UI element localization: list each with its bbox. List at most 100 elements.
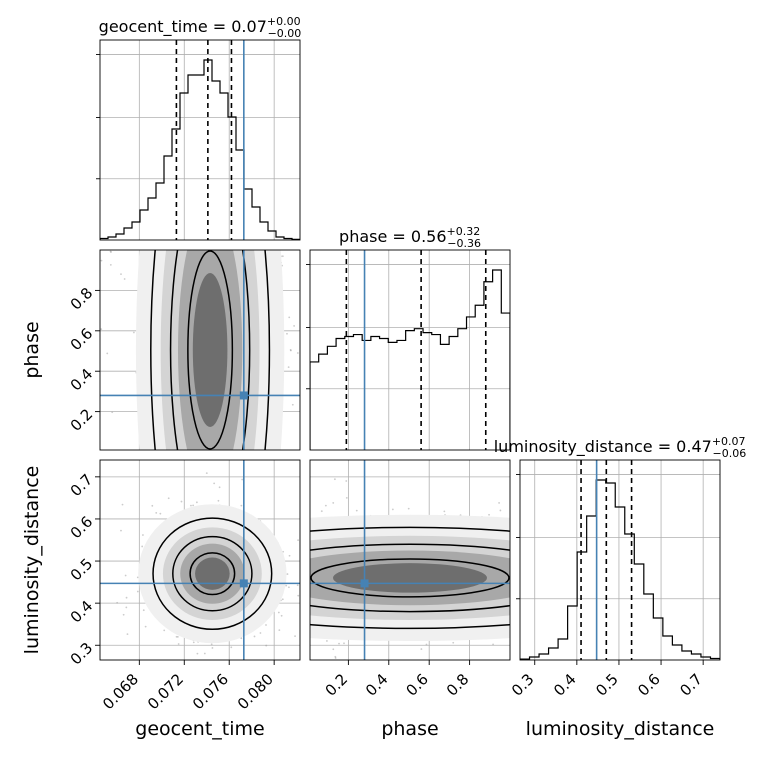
sample-point xyxy=(420,648,423,650)
sample-point xyxy=(100,259,103,262)
truth-marker xyxy=(239,391,248,400)
sample-point xyxy=(196,652,199,655)
sample-point xyxy=(136,576,139,579)
sample-point xyxy=(205,472,208,475)
sample-point xyxy=(452,641,455,644)
contour-line xyxy=(150,250,271,450)
x-tick-label: 0.2 xyxy=(322,670,352,700)
sample-point xyxy=(345,480,348,482)
density-cells xyxy=(310,514,510,642)
sample-point xyxy=(304,569,306,571)
truth-marker xyxy=(360,579,369,588)
sample-point xyxy=(281,255,284,258)
sample-point xyxy=(120,529,122,532)
sample-point xyxy=(492,643,494,646)
sample-point xyxy=(241,478,244,481)
sample-point xyxy=(293,325,295,327)
x-tick-label: 0.7 xyxy=(676,670,706,700)
sample-point xyxy=(265,624,267,626)
x-axis-label-phase: phase xyxy=(381,718,438,740)
sample-point xyxy=(240,637,243,640)
sample-point xyxy=(125,596,128,599)
sample-point xyxy=(192,641,195,644)
title-text: luminosity_distance = 0.47 xyxy=(494,437,712,457)
sample-point xyxy=(499,509,502,512)
panel-title-geocent_time: geocent_time = 0.07+0.00 −0.00 xyxy=(99,15,302,40)
sample-point xyxy=(498,502,500,504)
contour-line xyxy=(310,543,510,613)
panel-title-phase: phase = 0.56+0.32 −0.36 xyxy=(339,225,481,250)
y-tick-label: 0.7 xyxy=(67,470,97,500)
y-axis-label-luminosity_distance: luminosity_distance xyxy=(21,466,43,655)
histogram-panel-phase: phase = 0.56+0.32 −0.36 xyxy=(306,225,511,451)
truth-marker xyxy=(239,579,248,588)
sample-point xyxy=(106,352,109,355)
sample-point xyxy=(144,625,147,628)
sample-point xyxy=(391,508,394,511)
sample-point xyxy=(343,642,345,645)
sample-point xyxy=(123,278,126,280)
grid-lines xyxy=(100,40,300,240)
title-sub: −0.06 xyxy=(713,447,747,460)
sample-point xyxy=(109,264,112,266)
sample-point xyxy=(151,504,154,507)
y-tick-label: 0.3 xyxy=(67,639,97,669)
density-level xyxy=(192,273,228,427)
x-tick-label: 0.8 xyxy=(443,670,473,700)
grid-lines xyxy=(520,460,720,660)
x-tick-label: 0.080 xyxy=(234,670,277,713)
title-sup: +0.07 xyxy=(712,435,746,448)
sample-point xyxy=(203,652,206,655)
sample-point xyxy=(425,643,428,646)
sample-point xyxy=(259,632,262,634)
panel-title-luminosity_distance: luminosity_distance = 0.47+0.07 −0.06 xyxy=(494,435,747,460)
sample-point xyxy=(155,511,158,514)
contour-line xyxy=(172,535,253,612)
sample-point xyxy=(210,643,213,646)
panel-frame xyxy=(519,459,721,661)
panel-frame xyxy=(99,249,301,451)
sample-point xyxy=(286,332,288,335)
sample-point xyxy=(136,590,139,593)
title-text: phase = 0.56 xyxy=(339,227,446,246)
sample-point xyxy=(324,504,327,507)
x-tick-label: 0.068 xyxy=(99,670,142,713)
y-tick-label: 0.6 xyxy=(67,513,97,543)
x-axis-label-luminosity_distance: luminosity_distance xyxy=(526,718,715,740)
x-tick-label: 0.076 xyxy=(189,670,232,713)
sample-point xyxy=(288,554,291,557)
y-tick-label: 0.4 xyxy=(67,365,97,395)
sample-point xyxy=(240,504,243,507)
sample-point xyxy=(297,594,300,597)
x-tick-label: 0.4 xyxy=(550,670,580,700)
histogram-panel-geocent_time: geocent_time = 0.07+0.00 −0.00 xyxy=(96,15,302,241)
sample-point xyxy=(355,509,358,512)
sample-point xyxy=(142,534,144,536)
contour-line xyxy=(189,552,236,596)
sample-point xyxy=(278,629,281,632)
histogram-step-luminosity_distance xyxy=(520,479,720,660)
sample-point xyxy=(132,331,135,334)
sample-point xyxy=(159,512,162,515)
density-level xyxy=(195,557,230,590)
sample-point xyxy=(180,500,183,503)
sample-point xyxy=(286,573,289,575)
sample-point xyxy=(120,273,122,275)
panel-frame xyxy=(99,39,301,241)
panel-frame xyxy=(99,459,301,661)
histogram-step-phase xyxy=(310,269,510,450)
sample-point xyxy=(125,606,128,609)
density-panel-phase-luminosity_distance xyxy=(309,459,511,661)
contour-line xyxy=(310,526,510,630)
sample-point xyxy=(289,348,292,351)
y-tick-label: 0.4 xyxy=(67,597,97,627)
sample-point xyxy=(121,503,124,506)
sample-point xyxy=(296,584,299,587)
x-axis-label-geocent_time: geocent_time xyxy=(135,718,264,740)
sample-point xyxy=(320,510,323,513)
histogram-step-geocent_time xyxy=(100,59,300,240)
sample-point xyxy=(175,635,178,638)
sample-point xyxy=(192,504,195,507)
sample-point xyxy=(281,598,284,601)
